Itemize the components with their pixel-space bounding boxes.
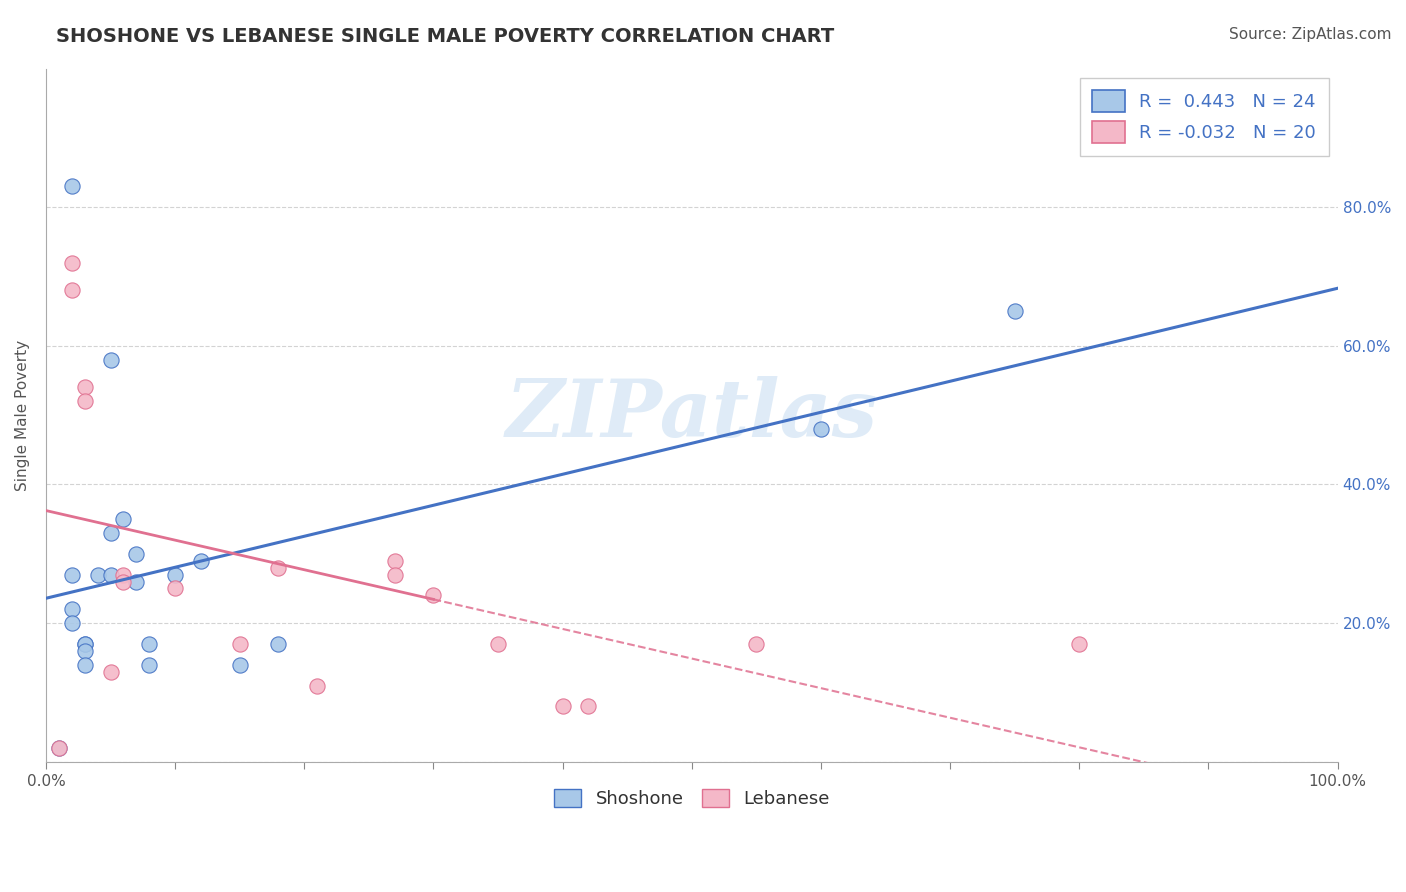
Point [73,394,96,409]
Point [112,567,135,582]
Point [138,637,160,651]
Point [73,644,96,658]
Point [307,679,329,693]
Point [745,637,768,651]
Point [190,554,212,568]
Point [486,637,509,651]
Point [384,554,406,568]
Point [60,602,83,616]
Point [165,567,187,582]
Point [73,637,96,651]
Point [60,284,83,298]
Point [551,699,574,714]
Point [73,380,96,394]
Point [60,567,83,582]
Point [48,740,70,755]
Point [422,588,444,602]
Point [48,740,70,755]
Point [1004,304,1026,318]
Point [578,699,600,714]
Text: Source: ZipAtlas.com: Source: ZipAtlas.com [1229,27,1392,42]
Point [73,657,96,672]
Point [810,422,832,436]
Point [86,567,108,582]
Point [267,637,290,651]
Point [60,255,83,269]
Point [100,567,122,582]
Point [112,512,135,526]
Point [100,526,122,541]
Legend: Shoshone, Lebanese: Shoshone, Lebanese [547,781,837,815]
Point [73,637,96,651]
Point [228,657,250,672]
Point [267,560,290,574]
Point [384,567,406,582]
Point [60,616,83,631]
Text: SHOSHONE VS LEBANESE SINGLE MALE POVERTY CORRELATION CHART: SHOSHONE VS LEBANESE SINGLE MALE POVERTY… [56,27,835,45]
Point [125,574,148,589]
Point [60,179,83,194]
Point [100,352,122,367]
Point [125,547,148,561]
Text: ZIPatlas: ZIPatlas [506,376,877,454]
Point [138,657,160,672]
Point [165,582,187,596]
Point [228,637,250,651]
Point [112,574,135,589]
Y-axis label: Single Male Poverty: Single Male Poverty [15,340,30,491]
Point [1069,637,1091,651]
Point [100,665,122,679]
